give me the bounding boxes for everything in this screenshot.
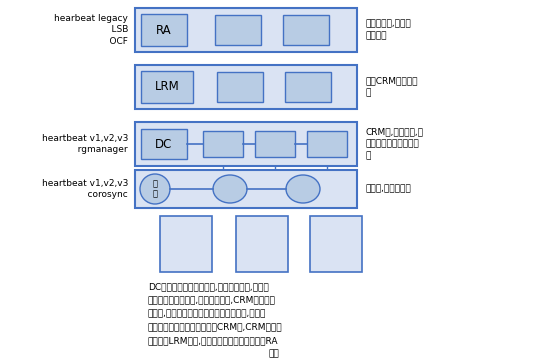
- Bar: [236, 216, 288, 272]
- Bar: [141, 14, 187, 46]
- Text: CRM层,决策事务,借
助底层的心跳连接来连
接: CRM层,决策事务,借 助底层的心跳连接来连 接: [366, 128, 424, 160]
- Text: 执行CRM决策的事
务: 执行CRM决策的事 务: [366, 76, 419, 98]
- Ellipse shape: [140, 174, 170, 204]
- Bar: [141, 71, 193, 103]
- Bar: [215, 15, 261, 45]
- Ellipse shape: [286, 175, 320, 203]
- Bar: [283, 15, 329, 45]
- Bar: [255, 131, 295, 157]
- Text: DC: DC: [155, 138, 173, 150]
- Text: 传送层,把集群事务决策传到对等层心跳层,心跳层: 传送层,把集群事务决策传到对等层心跳层,心跳层: [148, 309, 266, 318]
- Bar: [135, 170, 357, 208]
- Text: 在传递该决策事务到本节点的CRM层,CRM启动该: 在传递该决策事务到本节点的CRM层,CRM启动该: [148, 323, 283, 332]
- Text: heartbeat v1,v2,v3
    corosync: heartbeat v1,v2,v3 corosync: [42, 179, 128, 199]
- Bar: [307, 131, 347, 157]
- Bar: [160, 216, 212, 272]
- Bar: [310, 216, 362, 272]
- Bar: [135, 122, 357, 166]
- Text: 脚本: 脚本: [269, 349, 279, 359]
- Text: RA: RA: [156, 24, 172, 36]
- Text: 心跳层,负主播通信: 心跳层,负主播通信: [366, 185, 412, 194]
- Text: 心
跳: 心 跳: [152, 180, 157, 198]
- Bar: [285, 72, 331, 102]
- Bar: [217, 72, 263, 102]
- Bar: [203, 131, 243, 157]
- Text: 择一个配置好的节点,启动这个节点,CRM利用心跳: 择一个配置好的节点,启动这个节点,CRM利用心跳: [148, 296, 276, 305]
- Text: 资源需要LRM负责,但是真正启动资源的还是靠RA: 资源需要LRM负责,但是真正启动资源的还是靠RA: [148, 336, 278, 345]
- Bar: [141, 129, 187, 159]
- Text: DC如果发现某节点故障了,把此节点移除,然后选: DC如果发现某节点故障了,把此节点移除,然后选: [148, 282, 269, 291]
- Text: LRM: LRM: [155, 80, 179, 94]
- Bar: [135, 8, 357, 52]
- Bar: [135, 65, 357, 109]
- Ellipse shape: [213, 175, 247, 203]
- Text: heartbeat v1,v2,v3
   rgmanager: heartbeat v1,v2,v3 rgmanager: [42, 134, 128, 154]
- Text: hearbeat legacy
    LSB
    OCF: hearbeat legacy LSB OCF: [54, 14, 128, 46]
- Text: 开启关闭的,查看资
源状态等: 开启关闭的,查看资 源状态等: [366, 20, 412, 40]
